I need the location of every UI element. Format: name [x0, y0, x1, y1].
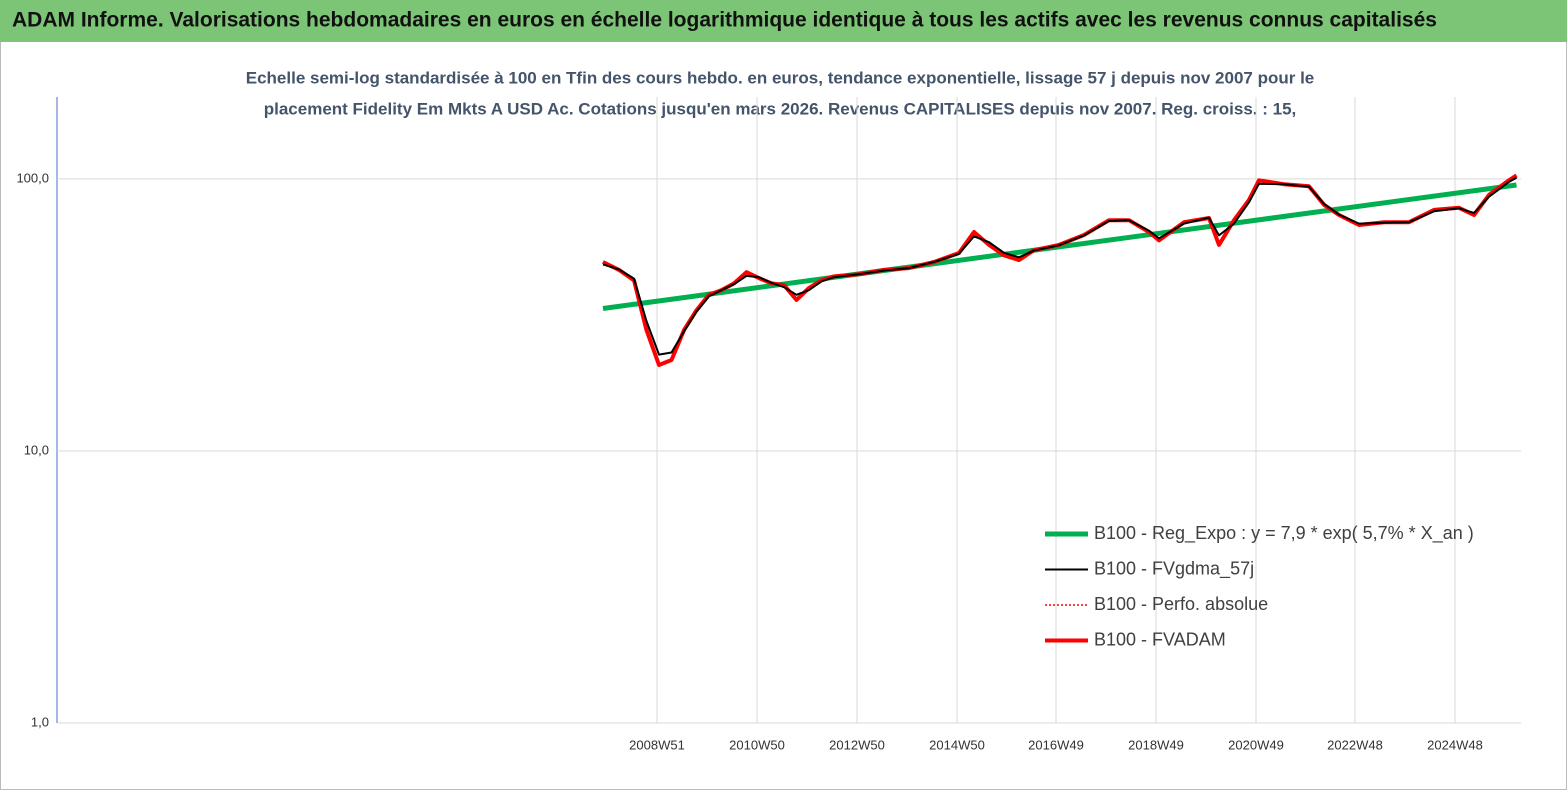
header-band — [0, 0, 1567, 42]
legend-label: B100 - Perfo. absolue — [1094, 594, 1268, 614]
x-tick-label: 2022W48 — [1327, 737, 1383, 752]
x-tick-label: 2016W49 — [1028, 737, 1084, 752]
x-tick-label: 2012W50 — [829, 737, 885, 752]
series-line — [602, 176, 1517, 356]
x-tick-label: 2010W50 — [729, 737, 785, 752]
y-tick-label: 100,0 — [16, 170, 49, 185]
x-tick-label: 2018W49 — [1128, 737, 1184, 752]
y-tick-label: 1,0 — [31, 714, 49, 729]
x-tick-label: 2008W51 — [629, 737, 685, 752]
legend-label: B100 - FVgdma_57j — [1094, 558, 1254, 579]
x-tick-label: 2020W49 — [1228, 737, 1284, 752]
chart-subtitle: Echelle semi-log standardisée à 100 en T… — [246, 68, 1315, 87]
x-tick-label: 2024W48 — [1427, 737, 1483, 752]
chart-title: ADAM Informe. Valorisations hebdomadaire… — [12, 9, 1437, 32]
legend-label: B100 - FVADAM — [1094, 629, 1226, 649]
legend-label: B100 - Reg_Expo : y = 7,9 * exp( 5,7% * … — [1094, 523, 1474, 544]
y-tick-label: 10,0 — [24, 442, 49, 457]
chart-subtitle: placement Fidelity Em Mkts A USD Ac. Cot… — [264, 99, 1297, 118]
x-tick-label: 2014W50 — [929, 737, 985, 752]
